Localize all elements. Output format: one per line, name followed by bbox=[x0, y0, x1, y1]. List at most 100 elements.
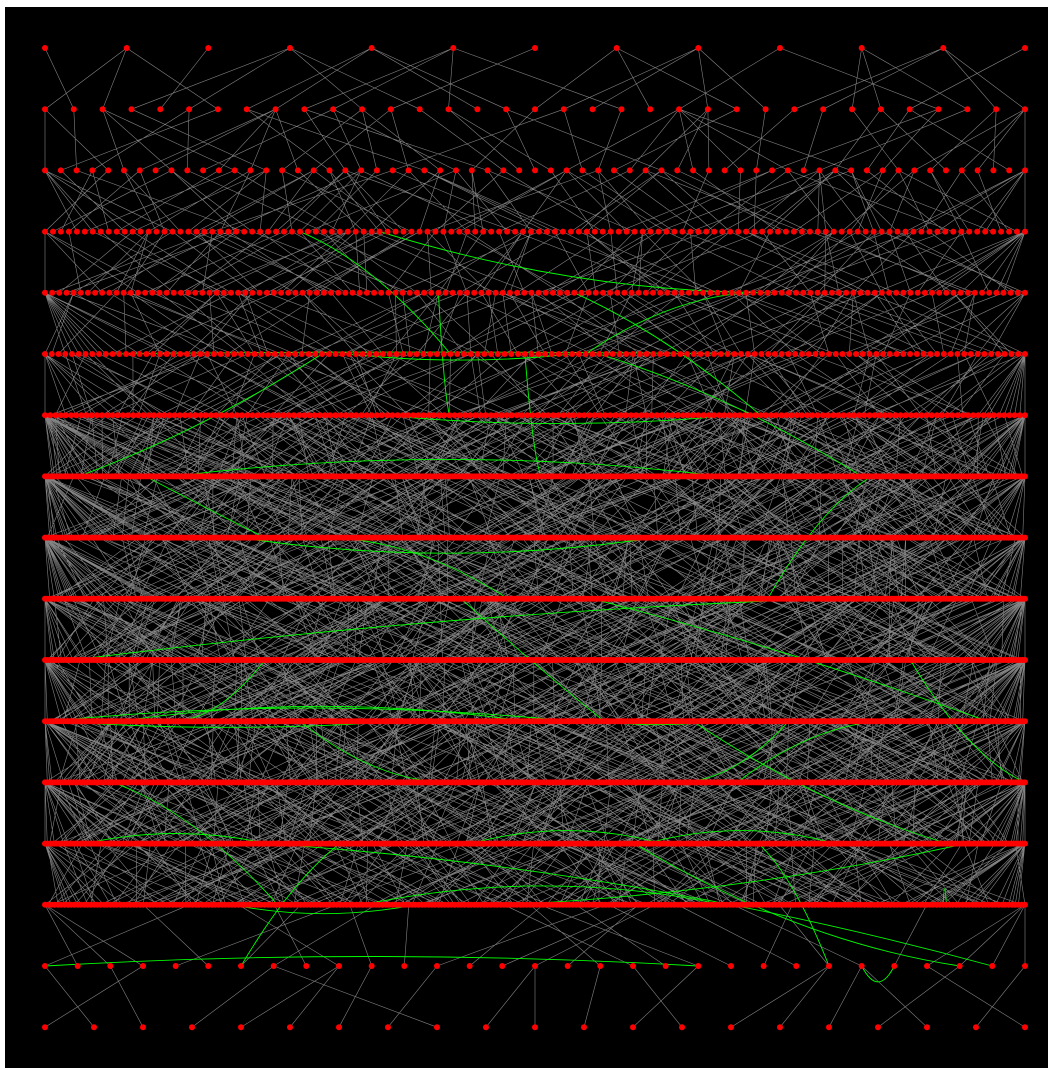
graph-node bbox=[832, 167, 839, 174]
graph-node bbox=[107, 963, 114, 969]
cross-edge bbox=[171, 458, 724, 477]
graph-node bbox=[949, 412, 956, 419]
graph-node bbox=[399, 289, 406, 296]
graph-node bbox=[448, 228, 455, 235]
graph-node bbox=[238, 351, 244, 357]
graph-node bbox=[744, 351, 751, 357]
graph-node bbox=[913, 412, 920, 419]
graph-node bbox=[185, 228, 192, 235]
graph-node bbox=[501, 351, 508, 357]
graph-node bbox=[924, 963, 930, 969]
graph-node bbox=[878, 228, 885, 235]
graph-node bbox=[47, 412, 54, 419]
cross-edge bbox=[44, 956, 699, 967]
graph-node bbox=[892, 412, 899, 419]
graph-node bbox=[389, 167, 396, 174]
cross-edge bbox=[470, 830, 663, 845]
graph-node bbox=[446, 412, 453, 419]
graph-node bbox=[663, 351, 670, 357]
graph-node bbox=[840, 412, 847, 419]
cross-edge bbox=[692, 720, 948, 845]
graph-node bbox=[719, 228, 726, 235]
graph-node bbox=[393, 351, 400, 357]
graph-node bbox=[866, 351, 873, 357]
graph-node bbox=[332, 412, 339, 419]
graph-node bbox=[336, 963, 342, 969]
graph-node bbox=[349, 289, 356, 296]
graph-node bbox=[642, 289, 649, 296]
graph-node bbox=[464, 228, 471, 235]
graph-node bbox=[989, 963, 996, 969]
graph-node bbox=[893, 351, 900, 357]
graph-node bbox=[711, 228, 718, 235]
graph-node bbox=[685, 289, 692, 296]
graph-node bbox=[292, 289, 299, 296]
graph-node bbox=[75, 351, 82, 357]
graph-node bbox=[83, 412, 90, 419]
graph-node bbox=[516, 167, 523, 174]
graph-node bbox=[1011, 412, 1018, 419]
graph-node bbox=[405, 167, 412, 174]
graph-node bbox=[389, 412, 396, 419]
graph-node bbox=[400, 351, 407, 357]
graph-node bbox=[521, 351, 528, 357]
graph-node bbox=[424, 228, 431, 235]
graph-node bbox=[1022, 167, 1028, 174]
graph-node bbox=[205, 963, 212, 969]
graph-node bbox=[647, 228, 654, 235]
graph-node bbox=[235, 289, 242, 296]
graph-node bbox=[998, 228, 1005, 235]
graph-node bbox=[769, 167, 776, 174]
graph-node bbox=[690, 351, 697, 357]
graph-node bbox=[613, 45, 620, 51]
graph-node bbox=[241, 228, 248, 235]
graph-node bbox=[428, 289, 435, 296]
cross-edge bbox=[910, 659, 1026, 783]
graph-node bbox=[825, 412, 831, 419]
graph-node bbox=[290, 412, 297, 419]
graph-node bbox=[988, 351, 995, 357]
graph-node bbox=[1001, 351, 1008, 357]
graph-node bbox=[56, 289, 63, 296]
graph-node bbox=[301, 106, 308, 113]
graph-node bbox=[265, 228, 272, 235]
graph-node bbox=[751, 351, 758, 357]
graph-node bbox=[607, 289, 614, 296]
graph-node bbox=[287, 45, 293, 51]
graph-node bbox=[368, 412, 375, 419]
graph-node bbox=[826, 351, 832, 357]
graph-node bbox=[499, 289, 506, 296]
graph-node bbox=[211, 351, 217, 357]
graph-node bbox=[105, 167, 112, 174]
graph-node bbox=[990, 412, 997, 419]
cross-edge bbox=[758, 843, 830, 967]
graph-node bbox=[622, 412, 629, 419]
graph-node bbox=[690, 167, 697, 174]
graph-node bbox=[209, 228, 216, 235]
graph-node bbox=[788, 412, 795, 419]
graph-node bbox=[130, 412, 137, 419]
graph-node bbox=[838, 228, 845, 235]
graph-node bbox=[89, 167, 96, 174]
graph-node bbox=[119, 412, 126, 419]
graph-node bbox=[207, 412, 214, 419]
graph-node bbox=[759, 228, 766, 235]
graph-node bbox=[113, 228, 120, 235]
graph-node bbox=[638, 412, 645, 419]
graph-node bbox=[886, 289, 893, 296]
graph-node bbox=[337, 412, 344, 419]
graph-node bbox=[373, 167, 380, 174]
graph-node bbox=[400, 228, 407, 235]
graph-node bbox=[979, 289, 986, 296]
graph-node bbox=[778, 412, 785, 419]
graph-node bbox=[854, 228, 861, 235]
graph-node bbox=[805, 351, 812, 357]
graph-node bbox=[503, 412, 510, 419]
graph-node bbox=[996, 412, 1003, 419]
graph-node bbox=[571, 289, 578, 296]
graph-node bbox=[954, 412, 961, 419]
graph-node bbox=[432, 228, 439, 235]
graph-node bbox=[986, 289, 993, 296]
graph-node bbox=[82, 351, 89, 357]
cross-edge bbox=[112, 781, 279, 906]
